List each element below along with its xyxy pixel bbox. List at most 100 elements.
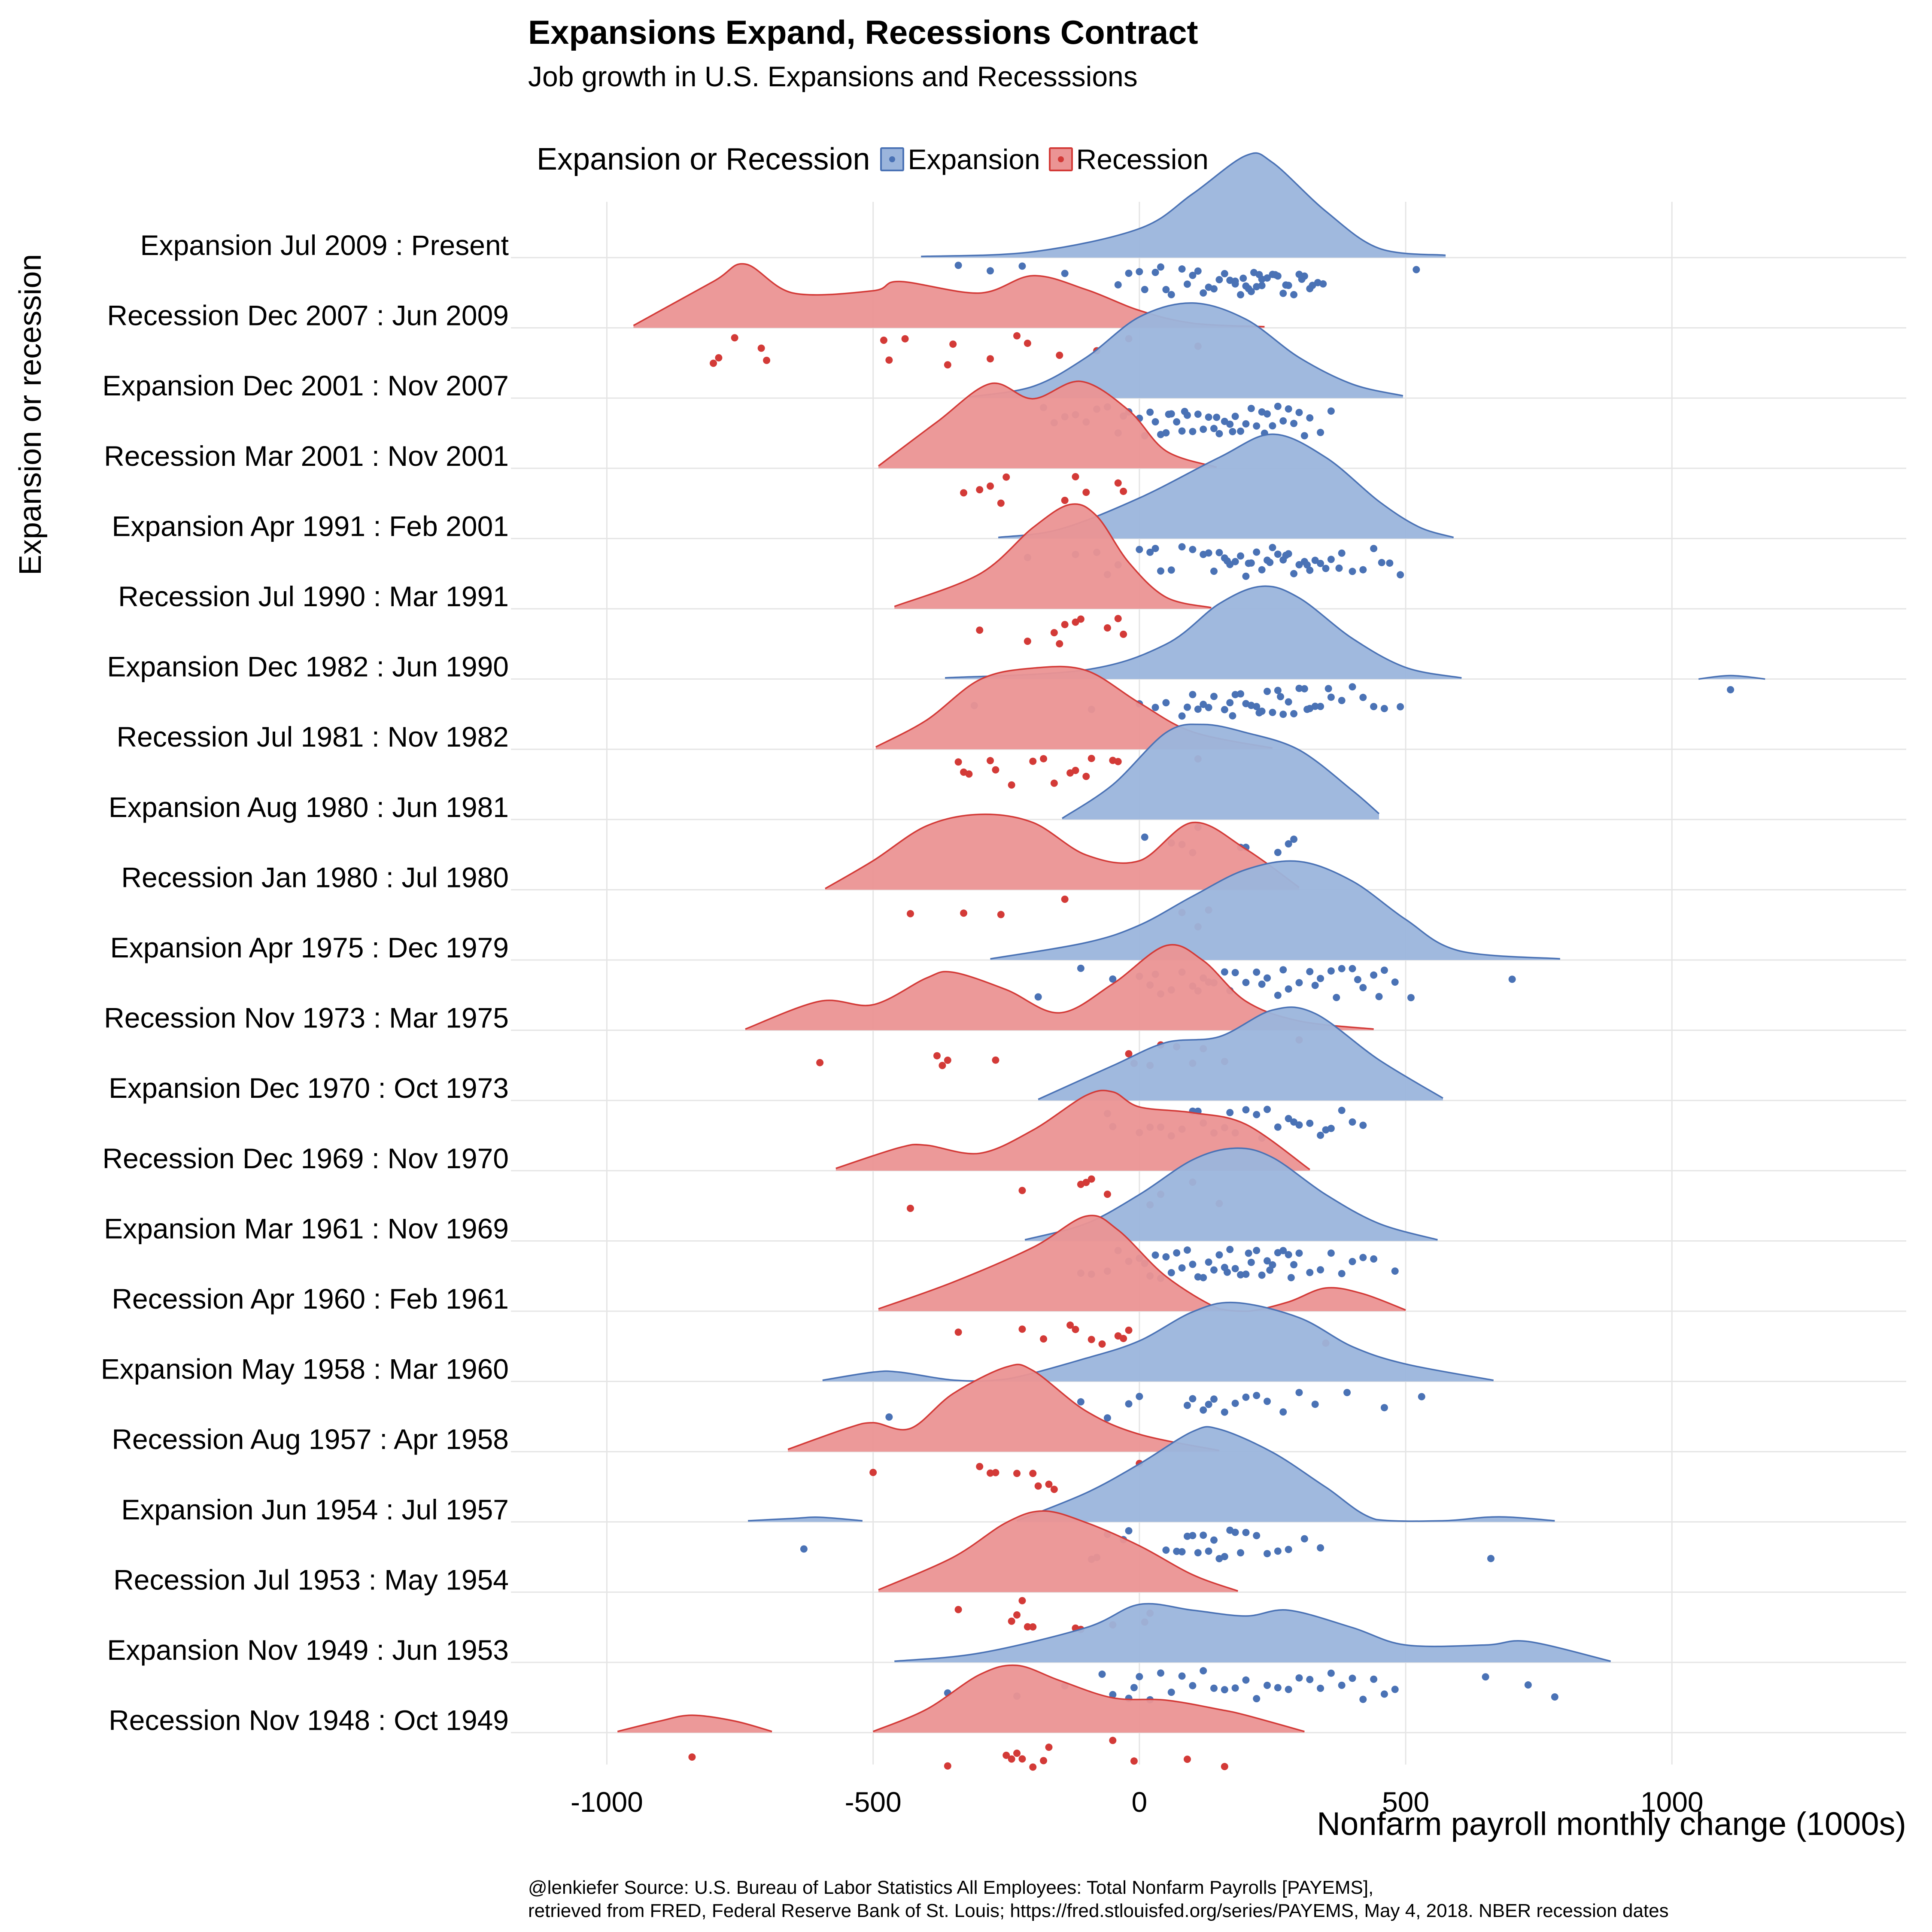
data-point [1370, 545, 1378, 553]
data-point [1242, 1270, 1250, 1278]
data-point [1178, 712, 1186, 720]
data-point [1242, 1393, 1250, 1401]
data-point [1343, 1389, 1351, 1397]
data-point [1253, 1532, 1261, 1540]
row-label: Expansion Dec 2001 : Nov 2007 [102, 370, 509, 401]
data-point [1295, 409, 1303, 416]
data-point [1264, 1681, 1271, 1689]
data-point [1210, 1536, 1218, 1544]
data-point [1285, 1546, 1292, 1553]
density-line [787, 1364, 1220, 1452]
data-point [954, 1606, 962, 1613]
data-point [1264, 1397, 1271, 1405]
density-fill [825, 814, 1299, 890]
data-point [1183, 703, 1191, 711]
data-point [1056, 352, 1063, 359]
data-point [731, 334, 738, 342]
data-point [1311, 981, 1319, 989]
data-point [1200, 289, 1207, 297]
row-label: Recession Dec 2007 : Jun 2009 [107, 300, 509, 331]
data-point [1013, 1611, 1021, 1619]
data-point [1231, 1400, 1239, 1407]
data-point [1077, 964, 1084, 972]
data-point [976, 1463, 984, 1470]
data-point [976, 626, 984, 634]
data-point [1072, 1326, 1079, 1334]
data-point [1327, 556, 1335, 563]
data-point [1264, 410, 1271, 418]
data-point [1114, 479, 1122, 487]
data-point [1285, 405, 1292, 413]
data-point [1098, 1340, 1106, 1348]
data-point [1487, 1555, 1495, 1562]
data-point [1231, 969, 1239, 976]
data-point [1359, 1121, 1367, 1129]
data-point [949, 340, 957, 348]
data-point [1029, 1623, 1037, 1631]
data-point [1378, 559, 1385, 566]
data-point [1141, 833, 1148, 841]
data-point [1029, 757, 1037, 765]
data-point [1189, 271, 1197, 279]
density-fill [822, 1302, 1494, 1382]
data-point [1167, 291, 1175, 298]
data-point [1189, 1395, 1197, 1403]
data-point [1264, 1257, 1271, 1265]
legend-label-recession: Recession [1076, 143, 1209, 175]
data-point [1253, 703, 1261, 711]
data-point [1226, 1109, 1234, 1116]
data-point [1242, 978, 1250, 986]
data-point [992, 1056, 999, 1064]
data-point [1194, 705, 1202, 713]
data-point [960, 489, 968, 497]
data-point [1162, 1546, 1170, 1554]
data-point [1157, 1669, 1164, 1677]
density-line [825, 813, 1300, 890]
density-line [1016, 1426, 1555, 1522]
row-label: Recession Apr 1960 : Feb 1961 [112, 1283, 509, 1315]
data-point [1349, 1118, 1356, 1126]
data-point [1109, 975, 1117, 983]
density-fill [894, 1604, 1611, 1662]
data-point [1349, 1258, 1356, 1265]
data-point [1282, 281, 1290, 289]
density-fill [878, 1215, 1406, 1311]
data-point [1231, 558, 1239, 565]
data-point [1300, 1535, 1308, 1543]
data-point [763, 356, 771, 364]
data-point [1407, 994, 1415, 1002]
data-point [1274, 1123, 1282, 1131]
data-point [1303, 705, 1311, 713]
data-point [1391, 1267, 1399, 1275]
data-point [800, 1545, 808, 1553]
data-point [1327, 1249, 1335, 1257]
data-point [1338, 697, 1346, 705]
data-point [987, 267, 994, 275]
data-point [1136, 1673, 1143, 1680]
density-fill [617, 1715, 772, 1733]
data-point [1200, 1274, 1207, 1282]
data-point [1072, 767, 1079, 775]
data-point [1183, 280, 1191, 288]
data-point [1229, 712, 1236, 720]
data-point [1264, 974, 1271, 982]
data-point [1072, 618, 1079, 626]
data-point [1221, 968, 1228, 976]
density-fill [878, 1511, 1238, 1592]
data-point [976, 486, 984, 494]
data-point [1231, 1265, 1239, 1273]
data-point [944, 1056, 951, 1064]
row-label: Expansion Dec 1970 : Oct 1973 [109, 1072, 509, 1104]
density-line [969, 302, 1403, 398]
data-point [1397, 571, 1404, 579]
data-point [1258, 566, 1266, 574]
data-point [885, 1413, 893, 1421]
data-point [1290, 835, 1298, 843]
data-point [1205, 1547, 1212, 1555]
density-line [835, 1090, 1310, 1170]
data-point [1136, 1393, 1143, 1400]
data-point [1178, 265, 1186, 273]
data-point [1290, 1261, 1298, 1269]
data-point [1322, 565, 1330, 572]
data-point [939, 1062, 946, 1069]
